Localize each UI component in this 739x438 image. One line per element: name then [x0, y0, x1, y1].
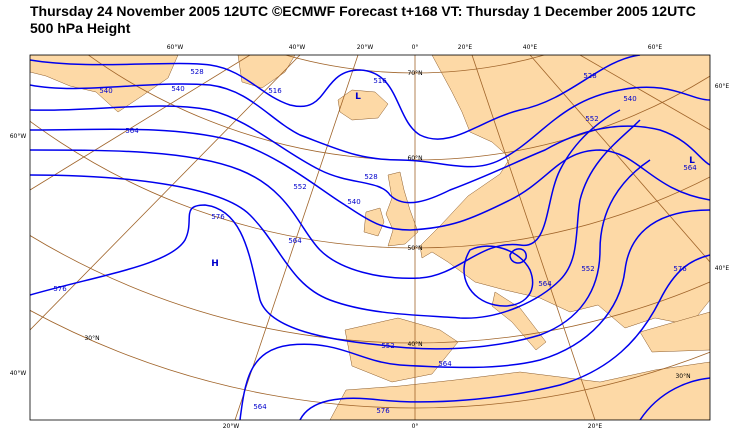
greenland-east: [237, 55, 296, 89]
graticule-label: 0°: [412, 44, 419, 51]
contour-label: 528: [190, 68, 203, 76]
greenland: [30, 55, 179, 113]
contour-label: 552: [381, 342, 394, 350]
contour: [463, 245, 534, 307]
contour-label: 540: [347, 198, 360, 206]
graticule-label: 30°N: [84, 335, 99, 342]
contour-label: 576: [376, 407, 390, 415]
contour: [239, 209, 710, 420]
parallel: [284, 55, 546, 74]
graticule-label: 20°E: [458, 44, 473, 51]
graticule-label: 60°N: [407, 155, 422, 162]
graticule-label: 60°E: [715, 83, 730, 90]
africa: [329, 361, 710, 420]
contour-label: 552: [293, 183, 306, 191]
contour-label: 564: [125, 127, 139, 135]
iceland: [337, 89, 389, 121]
contour-label: 576: [211, 213, 225, 221]
meridian: [234, 55, 359, 420]
contour: [30, 109, 621, 279]
contour-label: 564: [288, 237, 302, 245]
graticule-label: 50°N: [407, 245, 422, 252]
graticule-label: 60°E: [648, 44, 663, 51]
contour: [30, 83, 710, 168]
contour-label: 516: [373, 77, 387, 85]
contour: [299, 254, 710, 420]
graticule-labels: 60°W 40°W 20°W 0° 20°E 40°E 60°E 70°N 60°N 50°N 40…: [10, 44, 730, 430]
contour: [30, 128, 710, 231]
contour-label: 576: [673, 265, 687, 273]
frame: [29, 54, 711, 421]
contour-label: 528: [364, 173, 377, 181]
contour: [30, 159, 651, 350]
pressure-centre: L: [689, 156, 695, 166]
graticule-label: 40°E: [715, 265, 730, 272]
contour: [509, 248, 527, 264]
title: Thursday 24 November 2005 12UTC ©ECMWF F…: [30, 3, 696, 19]
contours: [30, 55, 710, 420]
contour: [30, 105, 710, 204]
contour-label: 528: [583, 72, 596, 80]
meridian: [471, 55, 596, 420]
graticule-label: 20°E: [588, 423, 603, 430]
graticule-label: 20°W: [223, 423, 240, 430]
contour: [30, 55, 641, 140]
graticule-label: 40°W: [10, 370, 27, 377]
meridian: [30, 55, 301, 331]
map-body: 516 516 528 540 540 564 528 540 552 564 576 576 564 5…: [30, 55, 710, 420]
pressure-centres: H L L: [211, 92, 695, 269]
contour-label: 564: [438, 360, 452, 368]
pressure-centre: H: [211, 259, 219, 269]
parallel: [30, 234, 710, 344]
contour-label: 552: [585, 115, 598, 123]
graticule-label: 40°N: [407, 341, 422, 348]
meridian: [529, 55, 710, 263]
britain: [385, 171, 419, 247]
contour-label: 576: [53, 285, 67, 293]
meridian: [30, 55, 251, 191]
contour-labels: 516 516 528 540 540 564 528 540 552 564 576 576 564 5…: [53, 68, 697, 415]
graticule-label: 60°W: [167, 44, 184, 51]
contour-label: 516: [268, 87, 282, 95]
pressure-centre: L: [355, 92, 361, 102]
contour-label: 540: [171, 85, 184, 93]
contour-label: 564: [253, 403, 267, 411]
contour-label: 564: [538, 280, 552, 288]
graticule-label: 30°N: [675, 373, 690, 380]
graticule-label: 0°: [412, 423, 419, 430]
contour: [639, 377, 710, 420]
meridian: [579, 55, 710, 131]
contour-label: 540: [99, 87, 112, 95]
graticule-label: 20°W: [357, 44, 374, 51]
parallel: [30, 309, 710, 409]
contour-label: 552: [581, 265, 594, 273]
contour-label: 540: [623, 95, 636, 103]
turkey: [639, 311, 710, 353]
graticule-label: 70°N: [407, 70, 422, 77]
subtitle: 500 hPa Height: [30, 20, 131, 36]
parallel: [30, 120, 710, 249]
graticule-label: 60°W: [10, 133, 27, 140]
graticule-label: 40°W: [289, 44, 306, 51]
contour: [30, 119, 641, 319]
graticule-label: 40°E: [523, 44, 538, 51]
contour-label: 564: [683, 164, 697, 172]
